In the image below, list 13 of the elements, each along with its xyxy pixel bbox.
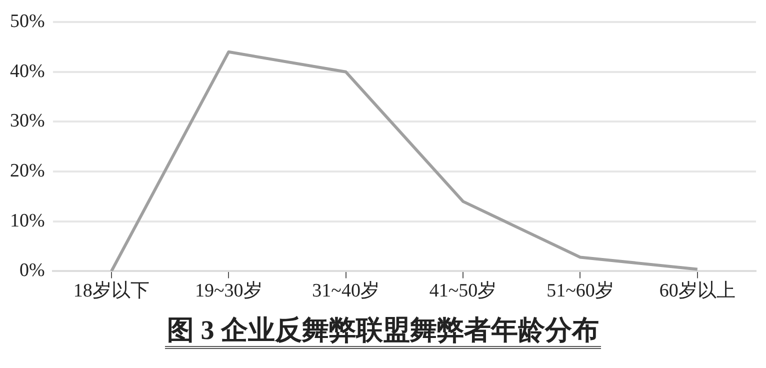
x-tick-label: 41~50岁 bbox=[429, 280, 497, 302]
x-tick-label: 51~60岁 bbox=[546, 280, 614, 302]
y-tick-label: 20% bbox=[10, 160, 45, 182]
y-tick-label: 50% bbox=[10, 10, 45, 32]
x-tick-label: 60岁以上 bbox=[659, 280, 736, 302]
y-tick-label: 0% bbox=[20, 260, 45, 282]
text: 图 3 企业反舞弊联盟舞弊者年龄分布 bbox=[165, 315, 601, 349]
x-tick-label: 18岁以下 bbox=[73, 280, 150, 302]
y-tick-label: 40% bbox=[10, 60, 45, 82]
y-tick-label: 30% bbox=[10, 110, 45, 132]
x-tick-label: 19~30岁 bbox=[194, 280, 262, 302]
x-tick-label: 31~40岁 bbox=[312, 280, 380, 302]
y-tick-label: 10% bbox=[10, 210, 45, 232]
